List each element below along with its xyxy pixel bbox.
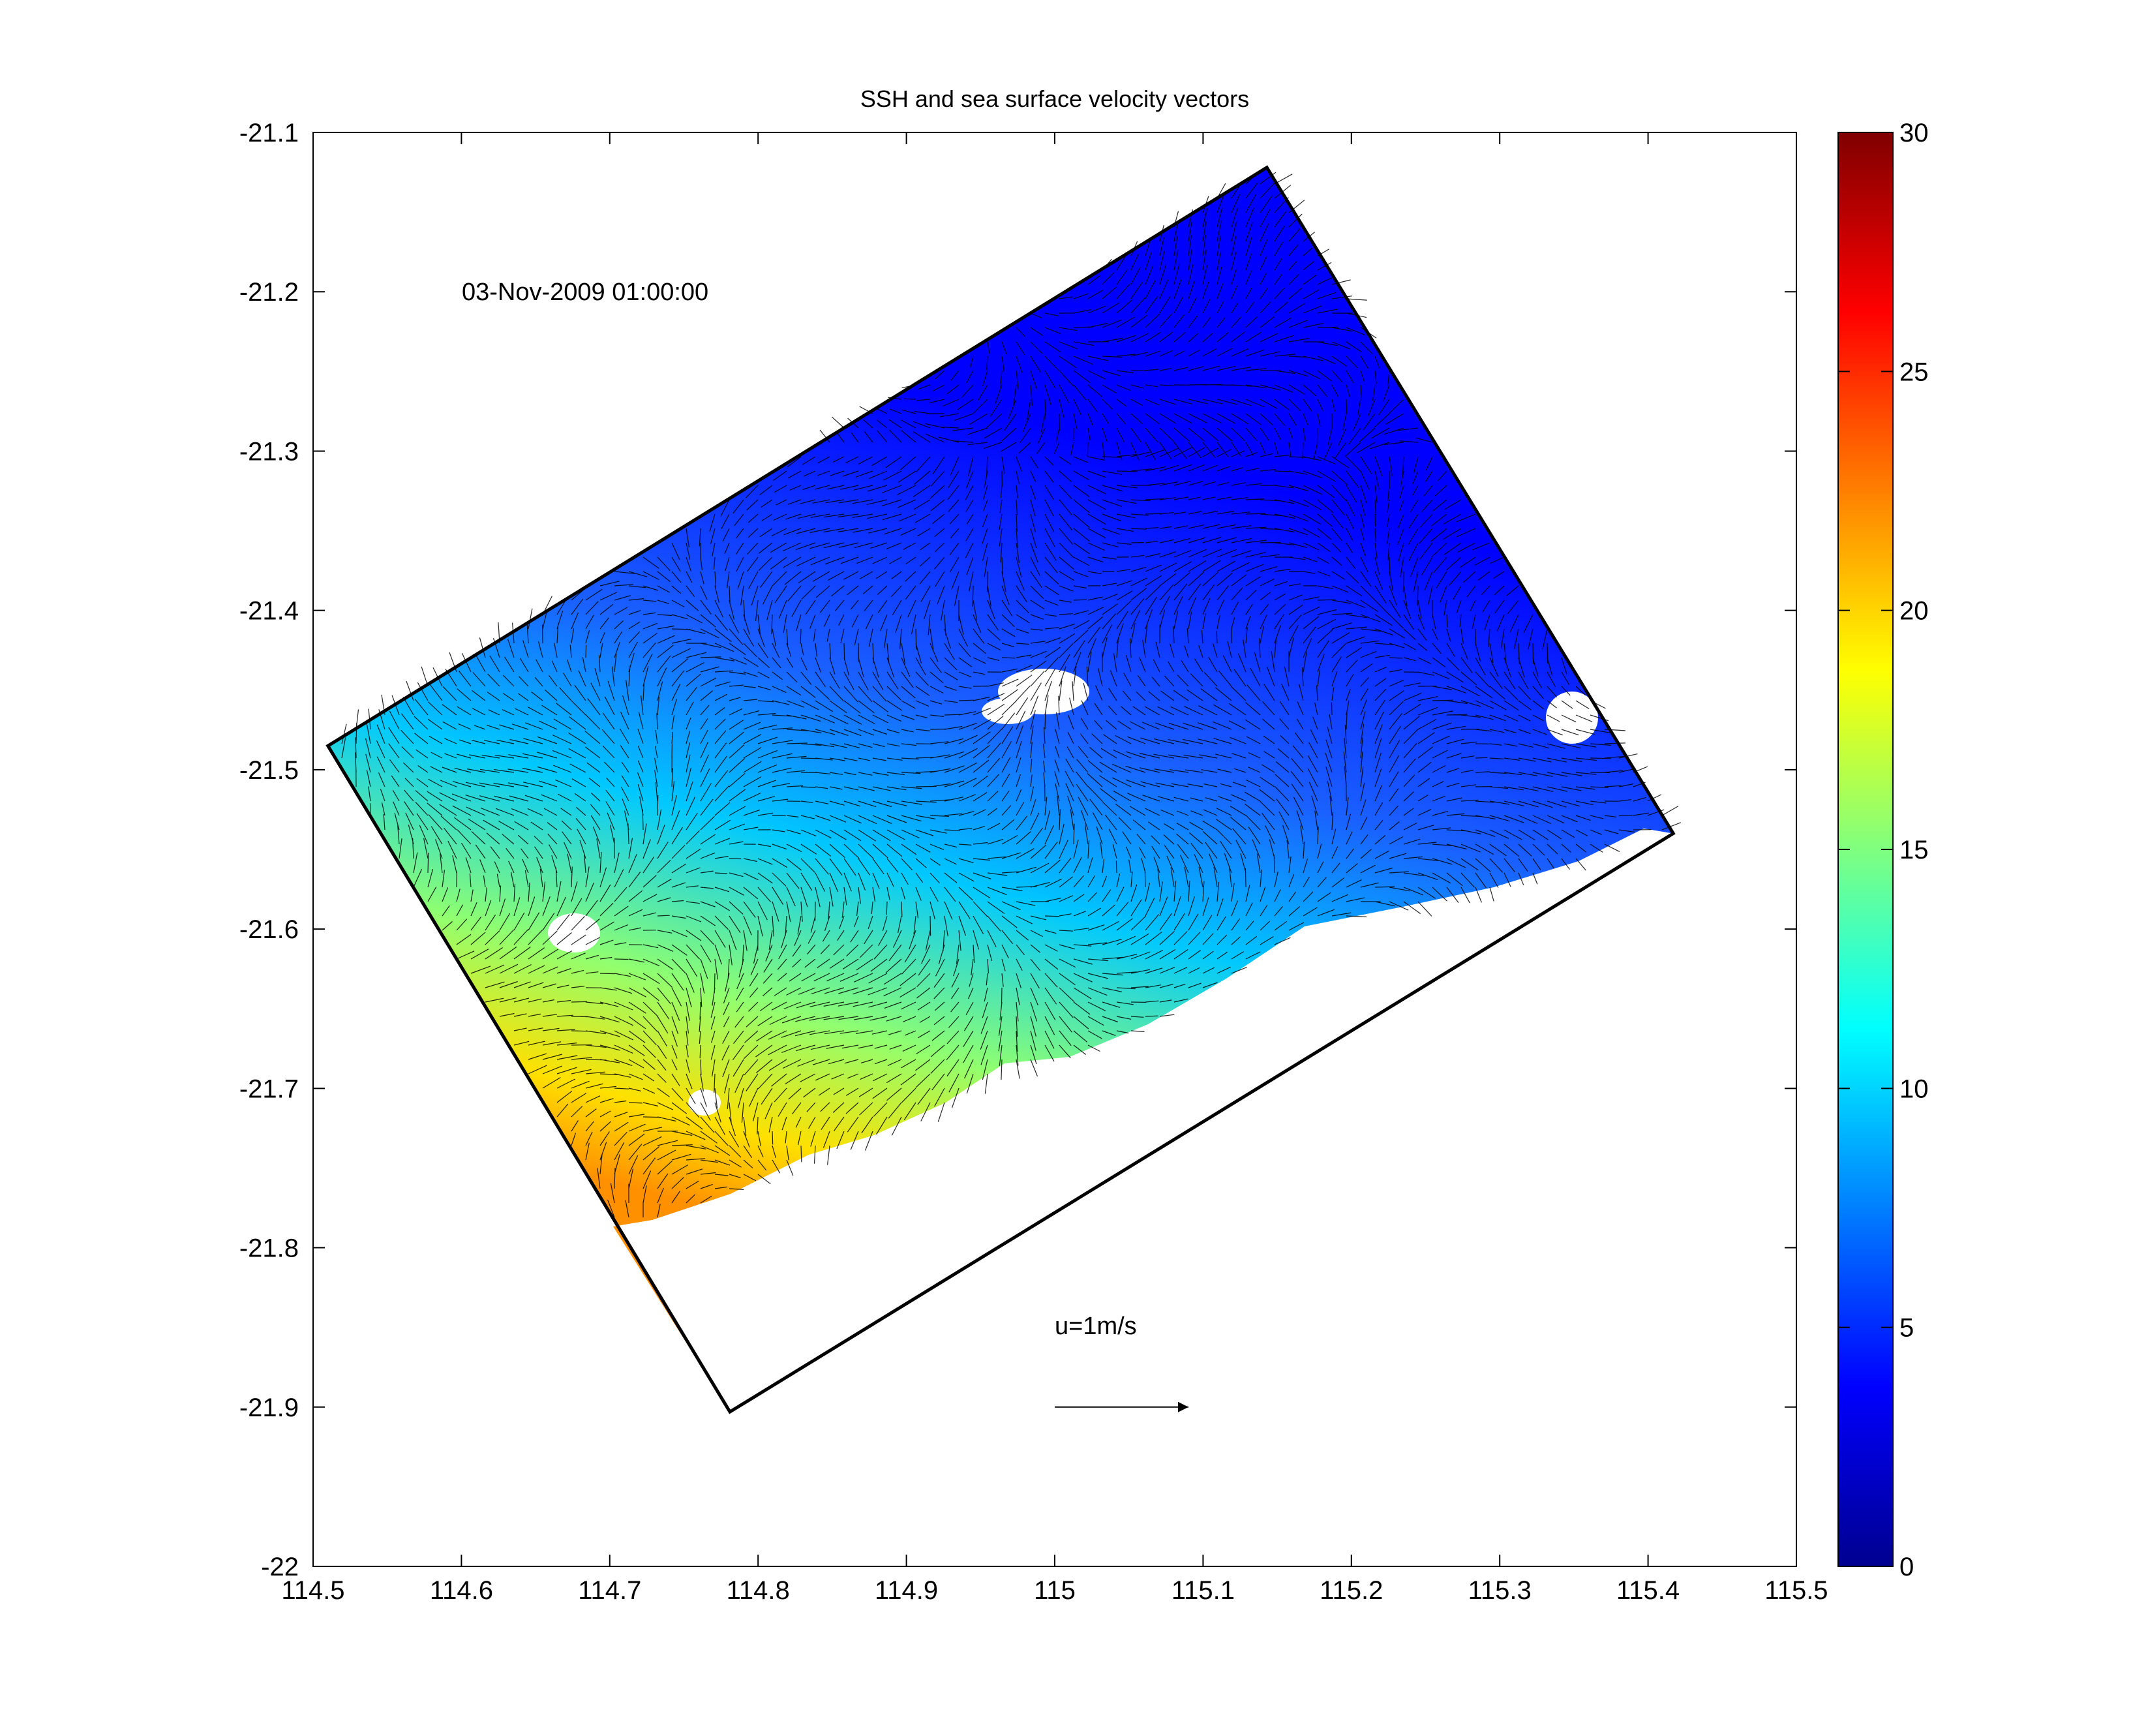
x-axis: 114.5 114.6 114.7 114.8 114.9 115 115.1 115.2 11… <box>281 132 1828 1605</box>
x-tick-label: 114.9 <box>875 1576 938 1605</box>
chart-title: SSH and sea surface velocity vectors <box>860 85 1249 112</box>
x-tick-label: 115.4 <box>1616 1576 1680 1605</box>
colorbar-tick-label: 0 <box>1899 1553 1914 1581</box>
x-tick-label: 114.8 <box>727 1576 790 1605</box>
plot-area: 114.5 114.6 114.7 114.8 114.9 115 115.1 115.2 11… <box>239 119 1828 1605</box>
colorbar-tick-label: 20 <box>1899 597 1929 626</box>
y-tick-label: -21.2 <box>239 278 299 307</box>
x-tick-label: 114.5 <box>281 1576 344 1605</box>
dry-patch <box>548 913 600 952</box>
y-tick-label: -22 <box>261 1553 299 1581</box>
ssh-field <box>327 167 1674 1412</box>
x-tick-label: 115.2 <box>1320 1576 1383 1605</box>
x-tick-label: 115.3 <box>1468 1576 1532 1605</box>
y-tick-label: -21.1 <box>239 119 299 147</box>
timestamp-label: 03-Nov-2009 01:00:00 <box>462 279 708 306</box>
ssh-field-fill <box>327 167 1674 1412</box>
y-tick-label: -21.8 <box>239 1234 299 1263</box>
x-tick-label: 115.1 <box>1171 1576 1235 1605</box>
colorbar-ticks: 0 5 10 15 20 25 30 <box>1838 119 1929 1581</box>
colorbar-tick-label: 10 <box>1899 1074 1929 1103</box>
y-tick-label: -21.4 <box>239 597 299 626</box>
colorbar-tick-label: 15 <box>1899 836 1929 864</box>
y-tick-label: -21.7 <box>239 1074 299 1103</box>
x-tick-label: 114.7 <box>578 1576 641 1605</box>
model-domain-outline <box>325 165 1676 1414</box>
dry-patch <box>688 1089 721 1116</box>
dry-patch <box>1546 692 1598 744</box>
y-axis: -21.1 -21.2 -21.3 -21.4 -21.5 -21.6 -21.7 -21.8… <box>239 119 1796 1581</box>
colorbar: 0 5 10 15 20 25 30 <box>1837 119 1929 1581</box>
colorbar-tick-label: 30 <box>1899 119 1929 147</box>
y-tick-label: -21.5 <box>239 756 299 785</box>
colorbar-tick-label: 25 <box>1899 358 1929 386</box>
x-tick-label: 115.5 <box>1764 1576 1828 1605</box>
y-tick-label: -21.9 <box>239 1393 299 1422</box>
y-tick-label: -21.3 <box>239 437 299 466</box>
dry-patch <box>982 698 1034 724</box>
reference-vector-label: u=1m/s <box>1055 1313 1137 1340</box>
x-tick-label: 114.6 <box>430 1576 493 1605</box>
colorbar-tick-label: 5 <box>1899 1314 1914 1343</box>
x-tick-label: 115 <box>1034 1576 1076 1605</box>
y-tick-label: -21.6 <box>239 915 299 944</box>
